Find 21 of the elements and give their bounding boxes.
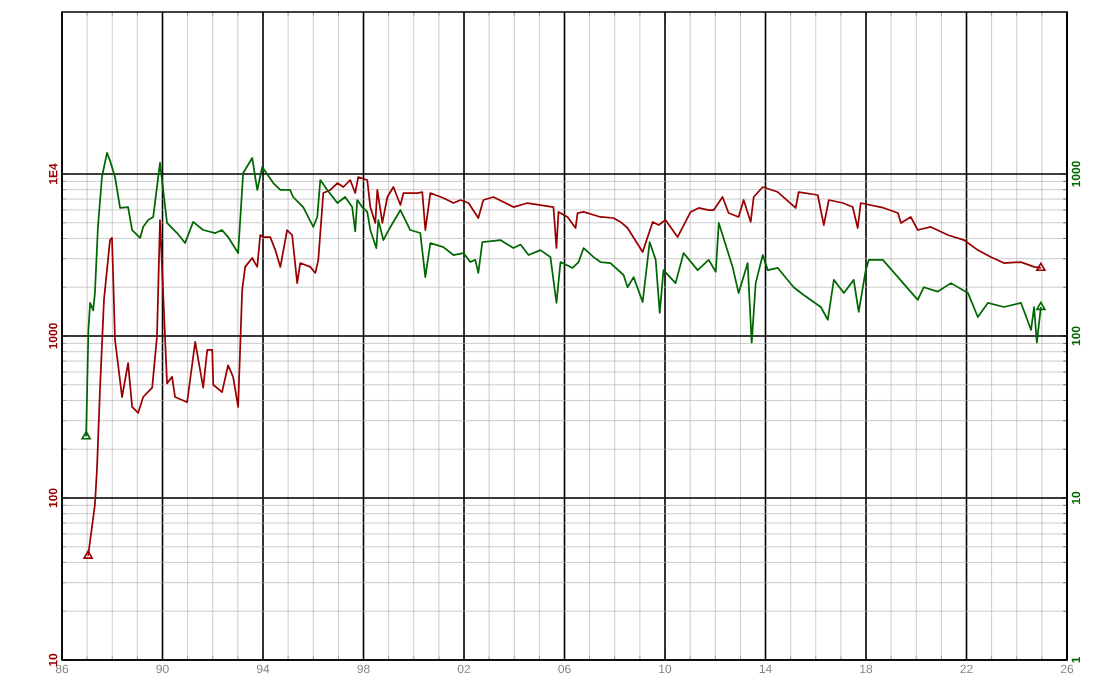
y-tick-label: 100 [48, 488, 58, 508]
x-tick-label: 26 [1060, 664, 1074, 674]
x-tick-label: 90 [156, 664, 169, 674]
x-tick-label: 94 [256, 664, 270, 674]
x-tick-label: 98 [357, 664, 370, 674]
line-series [87, 176, 1042, 557]
x-tick-label: 06 [558, 664, 571, 674]
y-tick-label: 1E4 [49, 163, 58, 184]
y-tick-label: 10 [48, 653, 58, 666]
y-tick-label: 100 [1071, 326, 1081, 346]
line-series [85, 152, 1042, 438]
x-tick-label: 14 [759, 664, 772, 673]
y-tick-label: 1000 [1071, 161, 1081, 187]
x-tick-label: 10 [659, 664, 672, 674]
x-tick-label: 86 [55, 664, 69, 674]
x-tick-label: 02 [457, 664, 471, 674]
y-tick-label: 1000 [48, 323, 58, 349]
y-tick-label: 1 [1071, 656, 1080, 663]
y-tick-label: 10 [1071, 491, 1081, 504]
x-tick-label: 22 [960, 664, 973, 674]
x-tick-label: 18 [860, 664, 873, 674]
